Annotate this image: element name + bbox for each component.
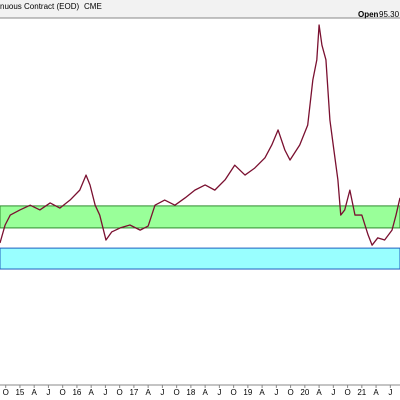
x-tick-label: O <box>3 388 9 397</box>
x-tick-label: A <box>88 388 94 397</box>
x-tick-label: 19 <box>243 388 252 397</box>
x-tick-label: 15 <box>15 388 24 397</box>
price-line <box>0 24 400 246</box>
x-tick-label: J <box>274 388 278 397</box>
x-tick-label: A <box>145 388 151 397</box>
zone-band <box>0 205 400 229</box>
x-tick-label: J <box>46 388 50 397</box>
x-tick-label: O <box>231 388 237 397</box>
exchange: CME <box>84 2 102 11</box>
x-tick-label: A <box>316 388 322 397</box>
x-tick-label: O <box>344 388 350 397</box>
x-tick-label: 18 <box>186 388 195 397</box>
x-tick-label: A <box>32 388 38 397</box>
x-tick-label: A <box>202 388 208 397</box>
x-tick-label: O <box>174 388 180 397</box>
open-label: Open <box>358 10 379 19</box>
x-tick-label: O <box>117 388 123 397</box>
header-bar <box>0 0 400 18</box>
x-tick-label: O <box>60 388 66 397</box>
zone-band <box>0 247 400 270</box>
x-tick-label: A <box>259 388 265 397</box>
x-tick-label: J <box>388 388 392 397</box>
x-tick-label: 21 <box>357 388 366 397</box>
x-tick-label: O <box>287 388 293 397</box>
open-value: 95.30 <box>379 10 400 19</box>
x-tick-label: J <box>331 388 335 397</box>
x-tick-label: 17 <box>129 388 138 397</box>
x-tick-label: 16 <box>72 388 81 397</box>
x-tick-label: A <box>373 388 379 397</box>
x-tick-label: J <box>160 388 164 397</box>
chart-title: nuous Contract (EOD) <box>0 2 79 11</box>
x-tick-label: 20 <box>300 388 309 397</box>
x-tick-label: J <box>217 388 221 397</box>
x-tick-label: J <box>103 388 107 397</box>
